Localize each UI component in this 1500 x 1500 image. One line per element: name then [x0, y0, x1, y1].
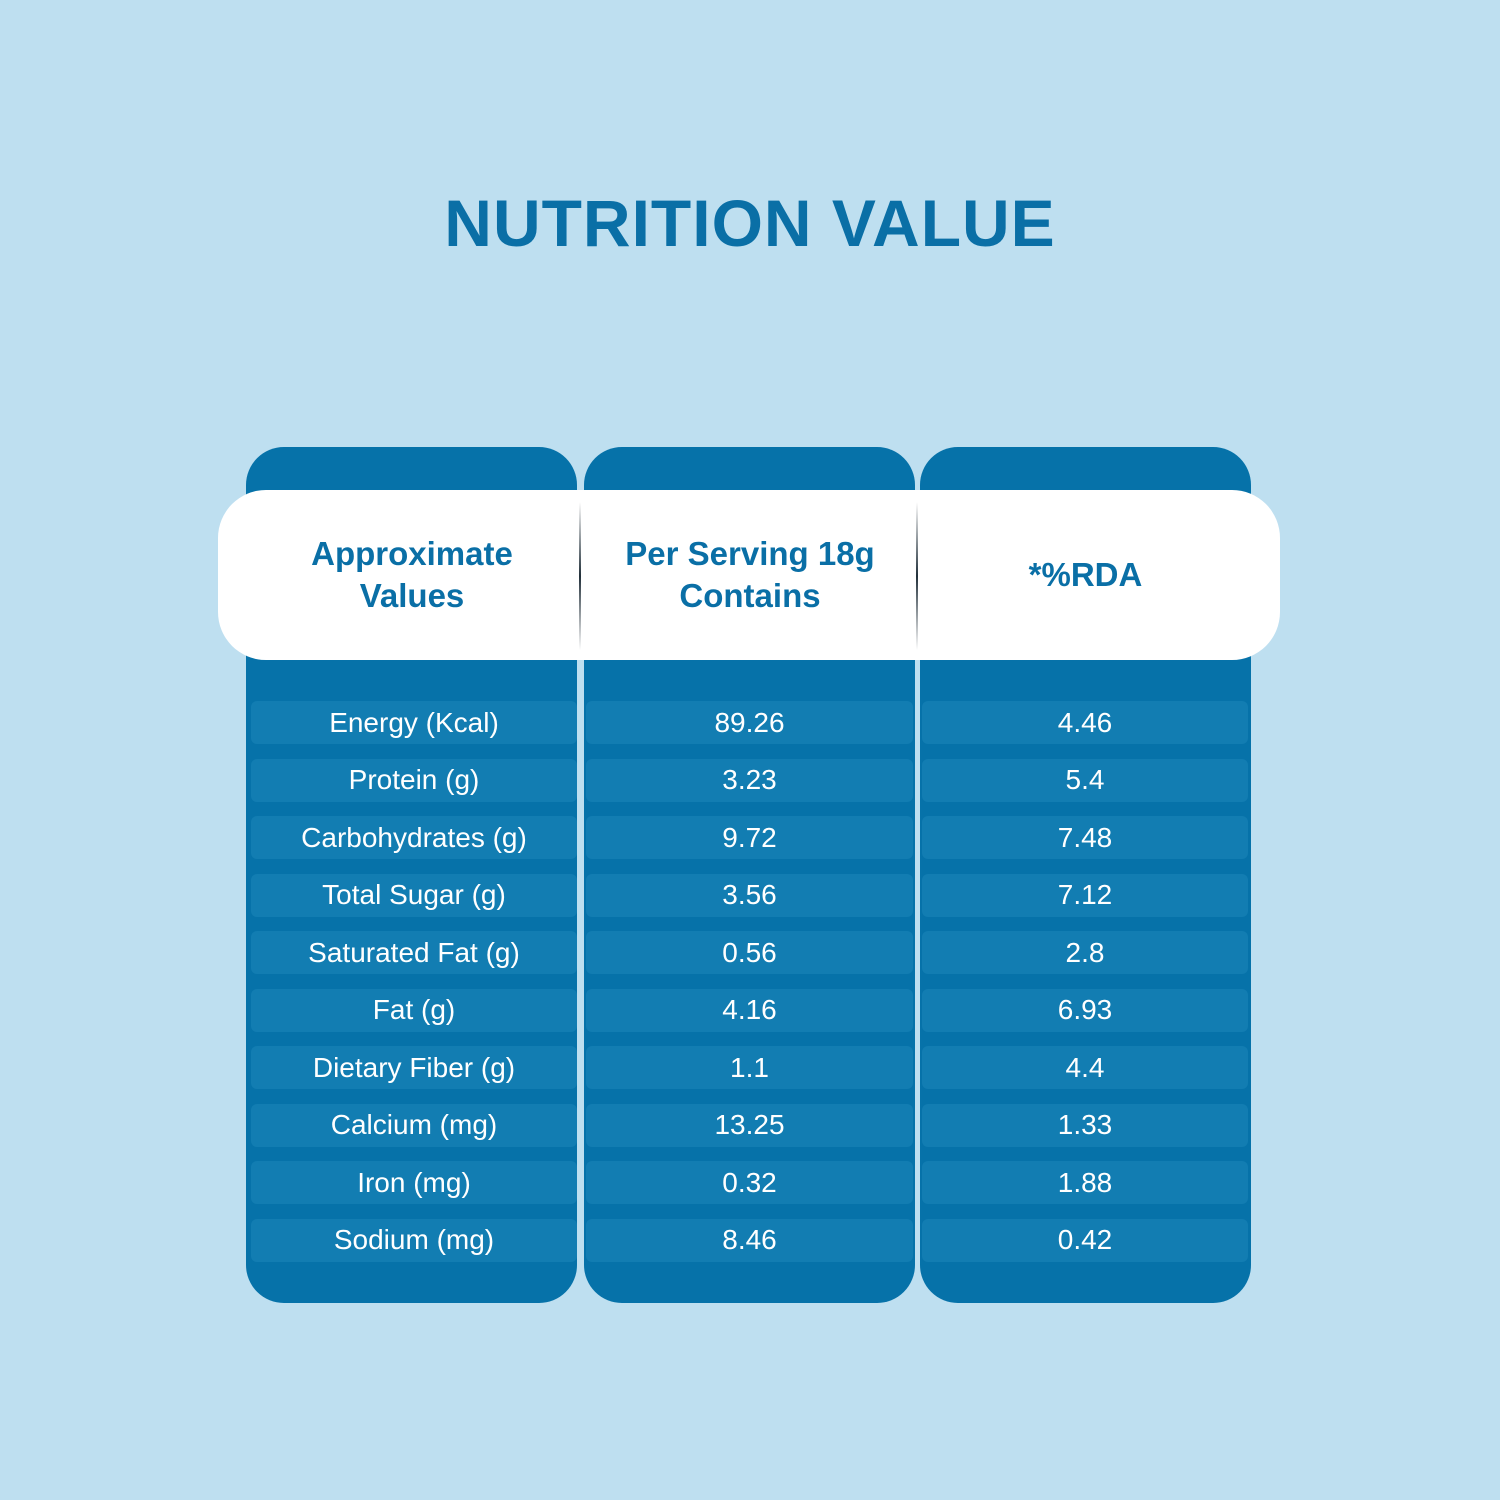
table-cell-per-serving: 3.23 — [586, 758, 913, 802]
table-cell-name: Sodium (mg) — [251, 1218, 577, 1262]
table-cell-name: Energy (Kcal) — [251, 701, 577, 744]
table-cell-rda: 5.4 — [922, 758, 1248, 802]
table-cell-rda: 0.42 — [922, 1218, 1248, 1262]
table-cell-rda: 2.8 — [922, 931, 1248, 974]
table-cell-name: Dietary Fiber (g) — [251, 1046, 577, 1089]
table-cell-rda: 1.33 — [922, 1103, 1248, 1147]
table-cell-per-serving: 9.72 — [586, 816, 913, 859]
table-cell-rda: 7.48 — [922, 816, 1248, 859]
table-cell-per-serving: 3.56 — [586, 873, 913, 917]
header-approximate-values: Approximate Values — [311, 535, 513, 614]
table-cell-per-serving: 13.25 — [586, 1103, 913, 1147]
table-cell-rda: 6.93 — [922, 988, 1248, 1032]
table-cell-per-serving: 89.26 — [586, 701, 913, 744]
table-cell-name: Carbohydrates (g) — [251, 816, 577, 859]
table-cell-per-serving: 0.56 — [586, 931, 913, 974]
table-cell-per-serving: 8.46 — [586, 1218, 913, 1262]
table-cell-rda: 1.88 — [922, 1161, 1248, 1204]
table-cell-rda: 4.4 — [922, 1046, 1248, 1089]
table-cell-per-serving: 4.16 — [586, 988, 913, 1032]
header-divider — [579, 502, 581, 650]
table-cell-name: Protein (g) — [251, 758, 577, 802]
table-cell-per-serving: 1.1 — [586, 1046, 913, 1089]
header-divider — [916, 502, 918, 650]
header-per-serving: Per Serving 18g Contains — [625, 535, 875, 614]
table-cell-name: Calcium (mg) — [251, 1103, 577, 1147]
table-cell-name: Total Sugar (g) — [251, 873, 577, 917]
table-cell-name: Fat (g) — [251, 988, 577, 1032]
table-cell-rda: 4.46 — [922, 701, 1248, 744]
table-cell-name: Iron (mg) — [251, 1161, 577, 1204]
table-cell-name: Saturated Fat (g) — [251, 931, 577, 974]
table-cell-per-serving: 0.32 — [586, 1161, 913, 1204]
table-header — [218, 490, 1280, 660]
page-title: NUTRITION VALUE — [444, 186, 1056, 260]
header-rda: *%RDA — [1028, 556, 1143, 593]
table-cell-rda: 7.12 — [922, 873, 1248, 917]
